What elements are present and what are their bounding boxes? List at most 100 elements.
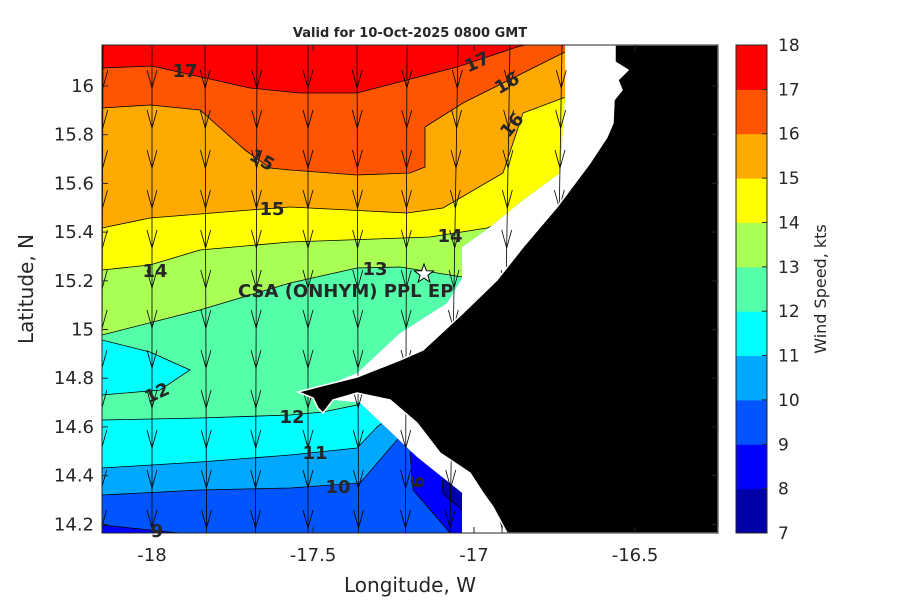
wind-vector-head	[444, 509, 456, 530]
contour-line-17	[102, 45, 526, 94]
land	[295, 44, 719, 534]
contour-label: 11	[302, 443, 327, 464]
contour-label: 15	[259, 199, 284, 220]
contour-label: 13	[362, 259, 387, 280]
y-tick-label: 14.6	[54, 417, 94, 438]
wind-vector-head	[102, 69, 109, 90]
y-tick-label: 15	[71, 320, 94, 341]
y-tick-label: 15.6	[54, 173, 94, 194]
wind-vector-head	[102, 429, 108, 449]
wind-vector-head	[200, 389, 212, 410]
x-tick-label: -18	[137, 545, 166, 566]
wind-vector-head	[450, 149, 462, 170]
wind-vector-head	[555, 109, 567, 130]
wind-vector-head	[401, 149, 413, 170]
contour-line-15	[102, 89, 565, 229]
colorbar-tick-label: 7	[778, 524, 789, 544]
wind-vector-head	[250, 469, 262, 490]
axes-frame	[101, 44, 719, 534]
wind-vector-head	[251, 109, 263, 130]
contour-label: 14	[142, 261, 167, 282]
wind-vector-head	[302, 469, 314, 490]
colorbar-tick-label: 14	[778, 213, 800, 233]
contour-label: 9	[405, 474, 428, 490]
wind-vector-head	[250, 349, 262, 370]
wind-vector-head	[401, 109, 413, 130]
band-11-12-pocket	[102, 340, 190, 395]
wind-vector-head	[146, 269, 158, 290]
wind-vector-head	[352, 389, 364, 410]
contour-label: 17	[172, 61, 197, 82]
colorbar-tick-label: 17	[778, 80, 800, 100]
wind-vector-head	[352, 269, 364, 290]
site-star-icon[interactable]	[413, 262, 435, 284]
wind-vector-head	[451, 69, 463, 90]
colorbar-swatch	[736, 266, 767, 312]
wind-vector-head	[400, 269, 412, 290]
colorbar-tick-label: 8	[778, 480, 789, 500]
contour-label: 12	[279, 407, 304, 428]
band-8-9-west	[102, 525, 180, 533]
colorbar-swatch	[736, 488, 767, 534]
contour-line-8	[441, 476, 463, 511]
wind-vector-head	[352, 309, 364, 330]
wind-vector-head	[201, 509, 212, 530]
wind-vector-head	[251, 189, 262, 210]
x-tick-label: -17.5	[290, 545, 337, 566]
y-tick-label: 15.4	[54, 222, 94, 243]
wind-vector-head	[200, 349, 212, 370]
wind-vector-head	[400, 429, 412, 450]
wind-vector-head	[401, 69, 413, 90]
contour-line-14	[102, 214, 521, 271]
wind-vector-head	[351, 109, 363, 130]
site-label: CSA (ONHYM) PPL EP	[238, 281, 453, 302]
colorbar-swatch	[736, 222, 767, 268]
wind-vector-head	[200, 469, 212, 490]
wind-vector-head	[251, 69, 263, 90]
wind-vector-head	[250, 269, 262, 290]
wind-vector-head	[302, 429, 314, 450]
wind-vector-head	[352, 429, 364, 450]
wind-vector-head	[445, 469, 457, 490]
chart-title: Valid for 10-Oct-2025 0800 GMT	[293, 26, 527, 41]
wind-vector-head	[352, 189, 363, 210]
contour-line-12-pocket	[102, 339, 191, 396]
wind-vector-head	[146, 229, 158, 250]
y-tick-label: 14.2	[54, 514, 94, 535]
colorbar-swatch	[736, 133, 767, 179]
wind-vector-head	[199, 69, 211, 90]
wind-vector-head	[146, 389, 158, 410]
wind-vector-head	[200, 229, 212, 250]
wind-vector-head	[352, 469, 364, 490]
y-tick-label: 16	[71, 76, 94, 97]
colorbar-tick-label: 13	[778, 258, 800, 278]
wind-vector-head	[351, 69, 363, 90]
wind-vector-head	[146, 69, 158, 90]
colorbar-swatch	[736, 444, 767, 490]
wind-vector-head	[449, 189, 461, 210]
y-tick-label: 15.2	[54, 271, 94, 292]
x-axis: -18 -17.5 -17 -16.5	[137, 45, 658, 566]
colorbar-label: Wind Speed, kts	[811, 224, 830, 354]
wind-vector-head	[451, 109, 463, 130]
wind-vector-head	[302, 349, 314, 370]
wind-vector-head	[302, 149, 314, 170]
wind-vector-head	[503, 109, 515, 130]
wind-vector-head	[146, 149, 158, 170]
wind-vector-head	[102, 509, 107, 528]
contour-label: 9	[151, 521, 164, 542]
colorbar-tick-label: 16	[778, 125, 800, 145]
y-axis-label: Latitude, N	[14, 234, 38, 344]
wind-vector-head	[503, 69, 515, 90]
wind-vector-head	[501, 229, 513, 250]
wind-vector-head	[302, 189, 314, 210]
wind-vector-head	[352, 229, 364, 250]
wind-vector-head	[250, 509, 261, 530]
contour-line-9-west	[102, 524, 181, 533]
wind-vector-head	[400, 509, 411, 530]
wind-vector-head	[200, 269, 212, 290]
wind-vector-head	[102, 389, 108, 410]
wind-vector-head	[146, 309, 158, 330]
y-tick-label: 14.4	[54, 466, 94, 487]
contour-line-16	[102, 45, 565, 176]
